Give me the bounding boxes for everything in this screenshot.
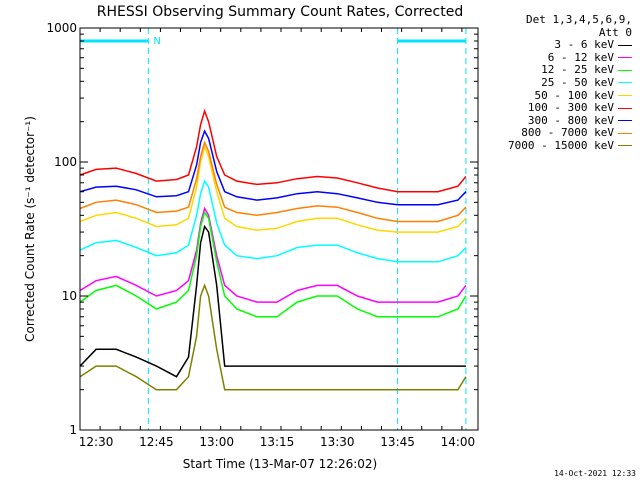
legend-items: 3 - 6 keV 6 - 12 keV 12 - 25 keV 25 - 50 ke… — [508, 38, 632, 153]
y-tick-label: 10 — [62, 289, 77, 303]
legend-swatch — [618, 107, 632, 109]
series-line-3 — [79, 179, 467, 263]
y-axis: 1 10 100 1000 — [46, 21, 478, 437]
legend-swatch — [618, 120, 632, 122]
x-tick-label: 13:15 — [260, 435, 295, 449]
legend-label: 3 - 6 keV — [554, 38, 614, 52]
legend-label: 6 - 12 keV — [547, 50, 614, 64]
legend-item-2: 12 - 25 keV — [508, 64, 632, 77]
chart-title: RHESSI Observing Summary Count Rates, Co… — [97, 4, 463, 20]
legend-item-4: 50 - 100 keV — [508, 88, 632, 103]
series-line-6 — [79, 129, 467, 206]
series-line-2 — [79, 210, 467, 318]
legend-item-5: 100 - 300 keV — [508, 101, 632, 115]
legend-swatch — [618, 57, 632, 59]
x-axis-label: Start Time (13-Mar-07 12:26:02) — [183, 457, 377, 471]
x-tick-label: 13:30 — [320, 435, 355, 449]
legend-header-line-1: Det 1,3,4,5,6,9, — [526, 13, 632, 26]
y-tick-label: 100 — [54, 155, 77, 169]
legend-item-3: 25 - 50 keV — [508, 75, 632, 90]
plot-frame — [79, 27, 479, 431]
flag-label: N — [153, 36, 160, 47]
x-tick-label: 12:30 — [79, 435, 114, 449]
series-group — [79, 108, 467, 391]
legend-swatch — [618, 44, 632, 46]
y-tick-label: 1000 — [46, 21, 77, 35]
legend-label: 300 - 800 keV — [527, 113, 614, 127]
legend-label: 800 - 7000 keV — [521, 126, 614, 140]
legend-item-7: 800 - 7000 keV — [508, 127, 632, 140]
series-line-8 — [79, 283, 467, 391]
legend-label: 50 - 100 keV — [534, 88, 614, 102]
legend-swatch — [618, 145, 632, 147]
legend-swatch — [618, 95, 632, 97]
legend-item-0: 3 - 6 keV — [508, 38, 632, 52]
y-tick-label: 1 — [69, 423, 77, 437]
legend-label: 12 - 25 keV — [541, 63, 614, 77]
x-axis: 12:30 12:45 13:00 13:15 13:30 13:45 14:00 — [79, 28, 475, 449]
legend: Det 1,3,4,5,6,9, Att 0 3 - 6 keV 6 - 12 k… — [508, 13, 632, 153]
series-line-1 — [79, 206, 467, 303]
series-line-5 — [79, 108, 467, 193]
legend-label: 25 - 50 keV — [541, 75, 614, 89]
legend-swatch — [618, 132, 632, 134]
series-line-4 — [79, 144, 467, 233]
legend-swatch — [618, 82, 632, 84]
series-line-7 — [79, 140, 467, 223]
series-line-0 — [79, 224, 466, 378]
legend-header-line-2: Att 0 — [598, 25, 632, 39]
x-tick-label: 14:00 — [441, 435, 476, 449]
timestamp: 14-Oct-2021 12:33 — [554, 469, 636, 478]
legend-swatch — [618, 69, 632, 71]
legend-item-8: 7000 - 15000 keV — [508, 138, 632, 153]
legend-item-6: 300 - 800 keV — [508, 113, 632, 128]
legend-item-1: 6 - 12 keV — [508, 50, 632, 65]
y-axis-label: Corrected Count Rate (s⁻¹ detector⁻¹) — [23, 116, 37, 342]
x-tick-label: 13:00 — [199, 435, 234, 449]
x-tick-label: 13:45 — [380, 435, 415, 449]
x-tick-label: 12:45 — [139, 435, 174, 449]
legend-label: 7000 - 15000 keV — [508, 138, 614, 152]
legend-label: 100 - 300 keV — [527, 101, 614, 115]
